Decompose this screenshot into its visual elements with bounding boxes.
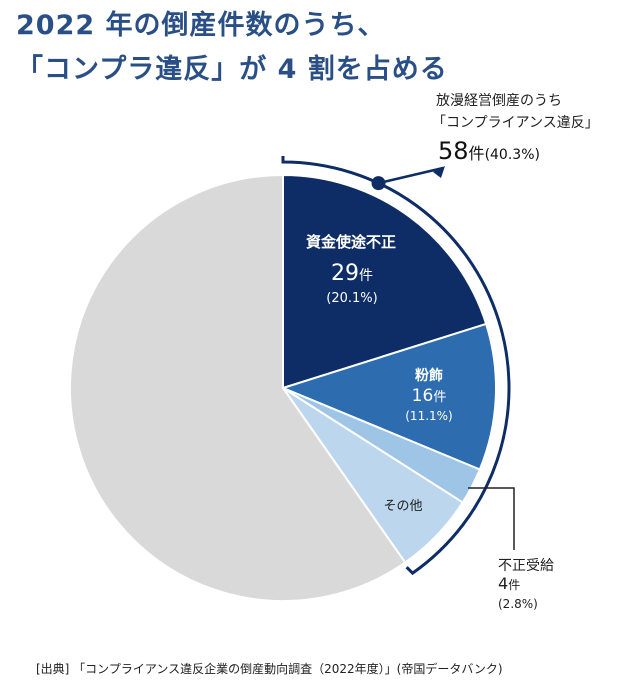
slice-label-pct-1: (11.1%) <box>405 409 452 423</box>
pie-slice-4 <box>69 173 407 602</box>
chart-title-line-2: 「コンプラ違反」が 4 割を占める <box>16 54 448 85</box>
slice-label-count-1: 16件 <box>412 386 447 406</box>
slice-label-pct-2: (2.8%) <box>498 597 538 611</box>
source-note: [出典] 「コンプライアンス違反企業の倒産動向調査（2022年度）」(帝国データ… <box>36 662 503 676</box>
total-pointer-line <box>378 166 444 185</box>
slice-label-count-0: 29件 <box>331 261 373 286</box>
pie-slice-1 <box>280 322 497 471</box>
pie-slice-0 <box>282 173 488 390</box>
chart-title: 2022 年の倒産件数のうち、 「コンプラ違反」が 4 割を占める <box>16 4 448 92</box>
slice-label-pct-0: (20.1%) <box>326 291 377 306</box>
total-label-line-2: 「コンプライアンス違反」 <box>432 115 599 131</box>
total-label-line-1: 放漫経営倒産のうち <box>436 93 562 109</box>
slice-label-name-0: 資金使途不正 <box>306 233 396 251</box>
slice-label-count-2: 4件 <box>498 574 520 593</box>
slice-label-name-3: その他 <box>383 499 422 514</box>
total-pointer-tip <box>433 166 445 178</box>
slice-leader-line-2 <box>468 487 515 550</box>
chart-title-line-1: 2022 年の倒産件数のうち、 <box>16 10 386 41</box>
total-pointer-dot <box>371 176 386 191</box>
slice-label-name-1: 粉飾 <box>415 367 443 384</box>
slice-label-name-2: 不正受給 <box>498 558 554 574</box>
compliance-bracket-arc <box>281 156 511 576</box>
total-count: 58件(40.3%) <box>438 137 540 165</box>
